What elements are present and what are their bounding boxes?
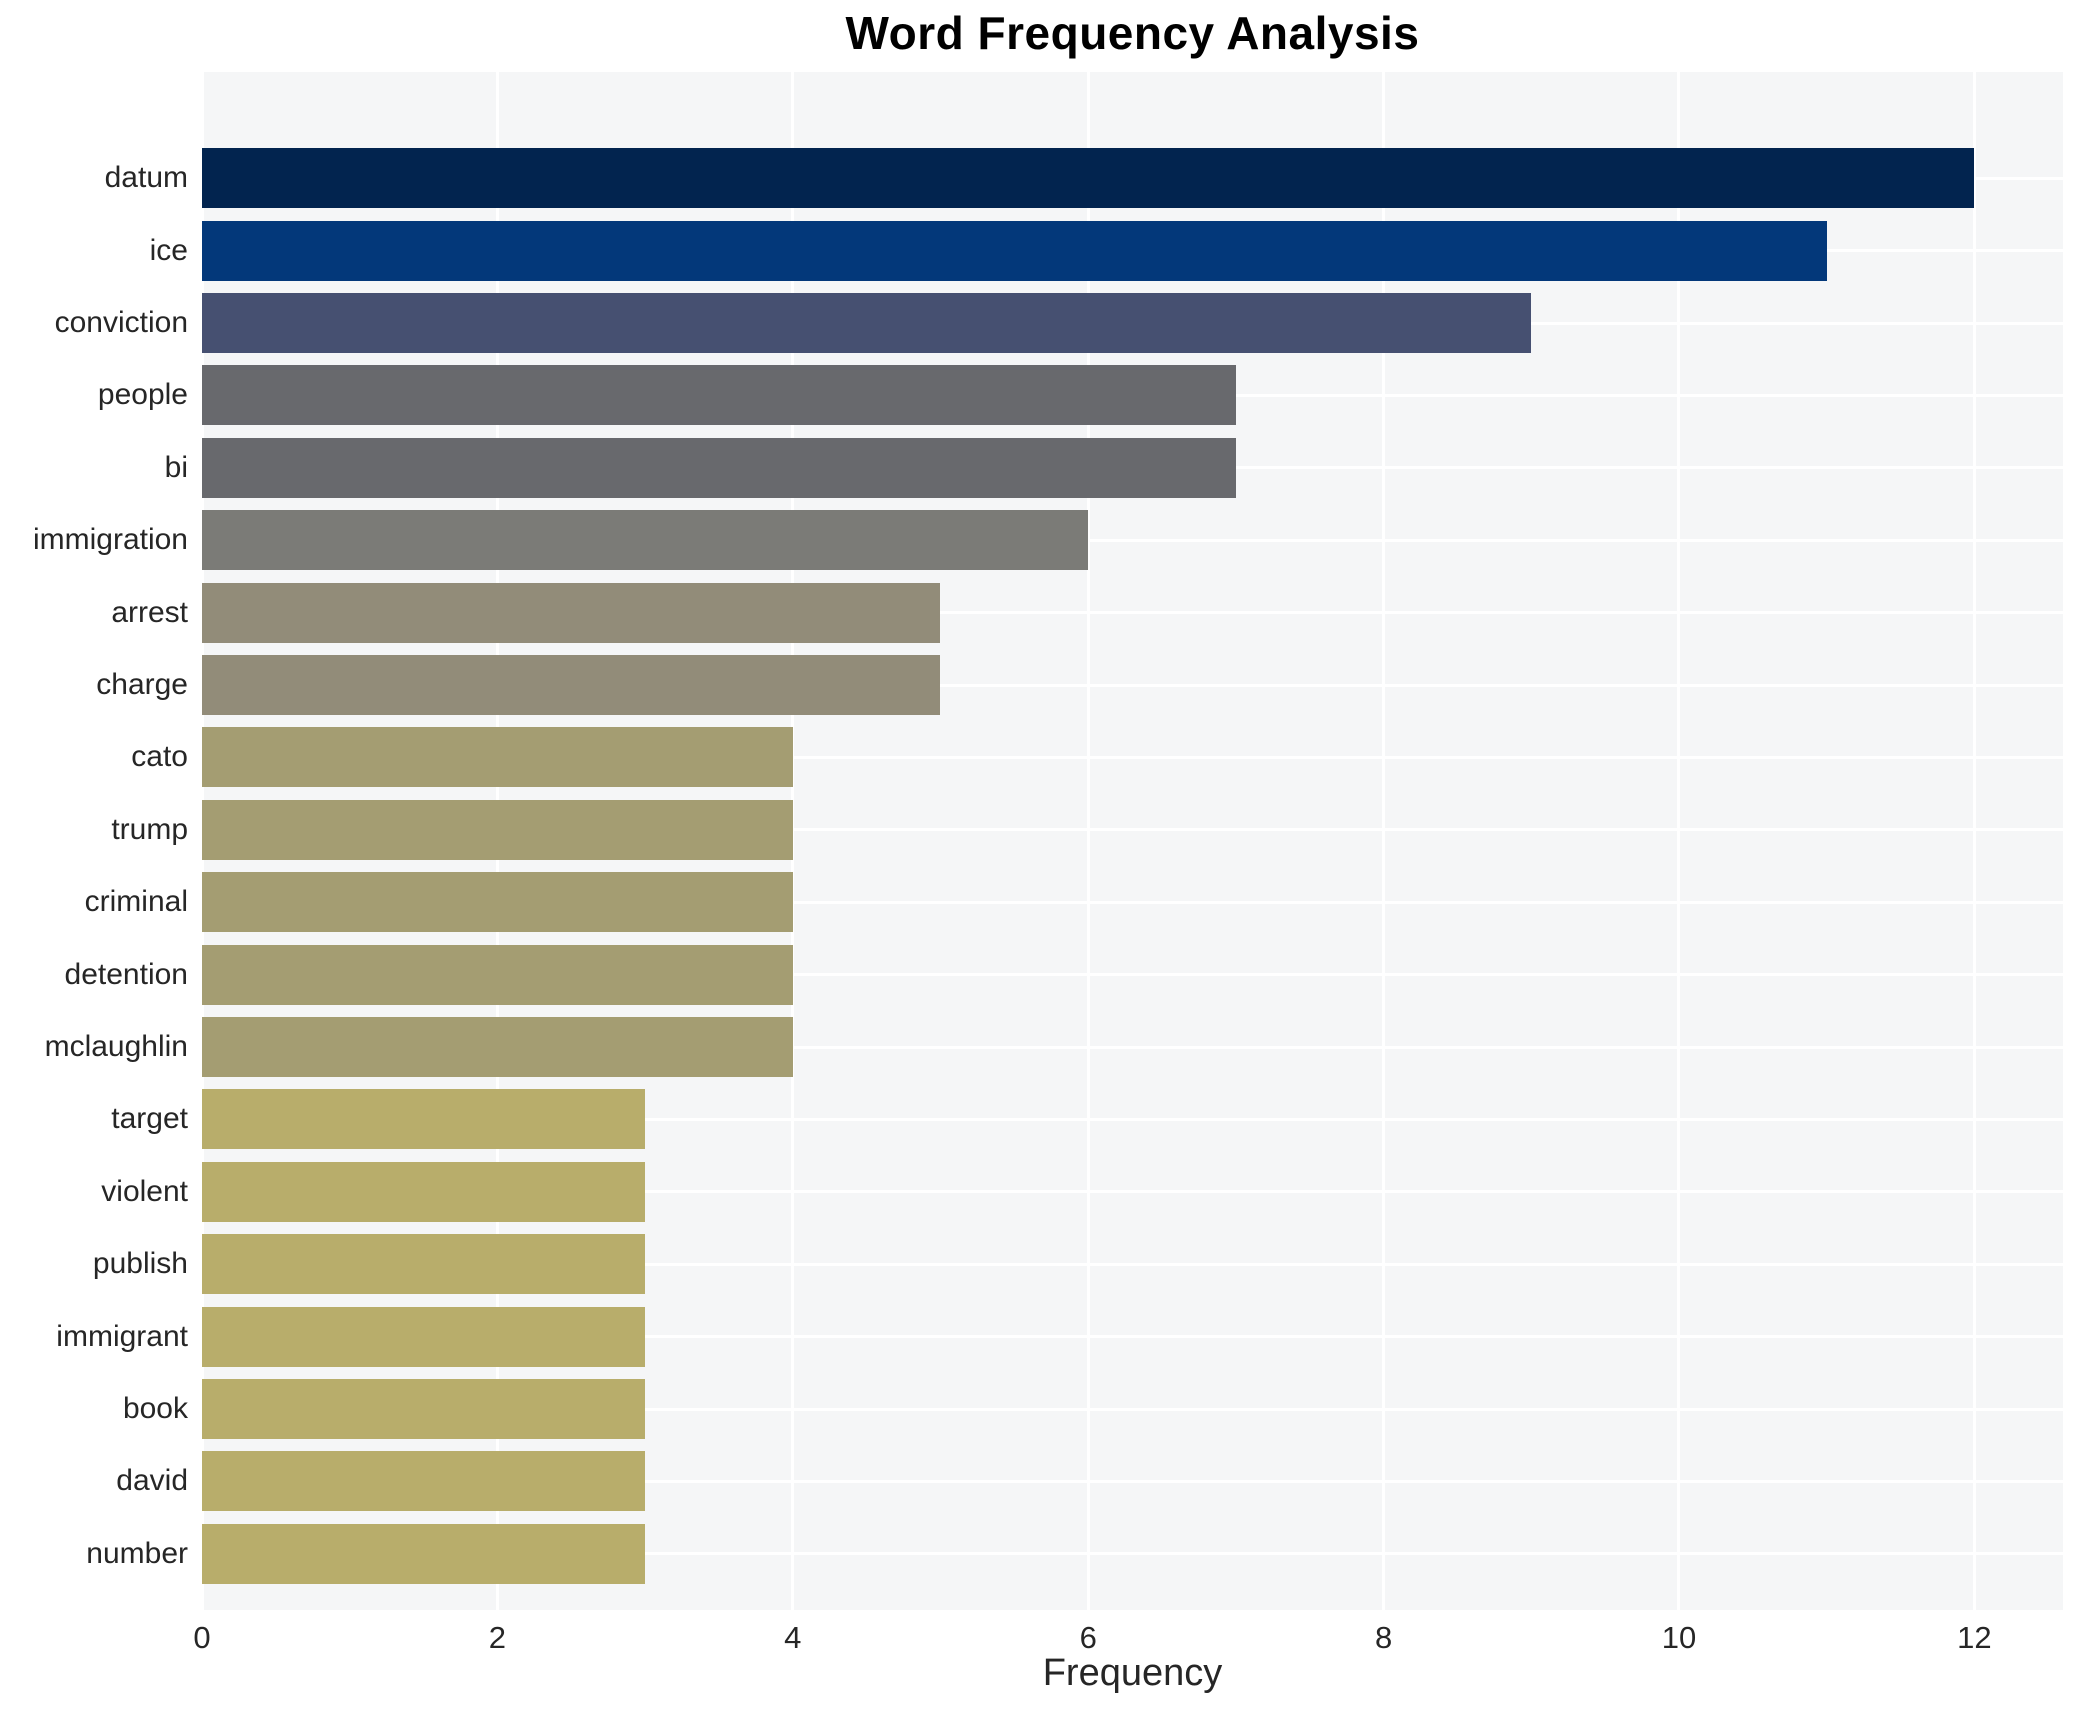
y-gridline (202, 1190, 2063, 1194)
y-tick-label-datum: datum (104, 161, 188, 195)
x-axis-ticks: 0 2 4 6 8 10 12 (193, 1620, 2063, 1662)
y-tick-label-cato: cato (131, 740, 188, 774)
bar-criminal (202, 872, 793, 933)
x-tick-label-4: 4 (784, 1620, 802, 1655)
y-tick-label-mclaughlin: mclaughlin (44, 1030, 188, 1063)
y-tick-label-conviction: conviction (54, 306, 188, 339)
x-gridline (1086, 72, 1090, 1610)
bar-book (202, 1379, 646, 1439)
y-tick-label-violent: violent (101, 1174, 188, 1208)
x-gridline (1677, 72, 1681, 1610)
y-gridline (202, 1479, 2063, 1483)
x-tick-label-8: 8 (1374, 1620, 1393, 1655)
y-gridline (202, 1552, 2063, 1556)
y-gridline (202, 1407, 2063, 1411)
x-tick-label-2: 2 (488, 1620, 507, 1655)
y-gridline (202, 1262, 2063, 1266)
y-tick-label-criminal: criminal (84, 885, 188, 919)
y-tick-label-arrest: arrest (111, 595, 188, 629)
y-gridline (202, 683, 2063, 687)
y-gridline (202, 1117, 2063, 1121)
bar-ice (202, 220, 1827, 281)
y-gridline (202, 538, 2063, 542)
y-tick-label-number: number (86, 1536, 188, 1570)
x-tick-label-6: 6 (1079, 1620, 1097, 1655)
x-axis-title: Frequency (1042, 1652, 1223, 1694)
y-gridline (202, 828, 2063, 832)
x-gridline (1382, 72, 1386, 1610)
bar-immigration (202, 510, 1089, 571)
bar-david (202, 1451, 646, 1512)
x-gridline (791, 72, 795, 1610)
bar-bi (202, 437, 1236, 498)
y-tick-label-people: people (97, 378, 188, 412)
bar-number (202, 1523, 646, 1584)
bar-detention (202, 944, 793, 1005)
x-tick-label-0: 0 (193, 1620, 211, 1655)
bar-cato (202, 727, 793, 788)
y-gridline (202, 1045, 2063, 1049)
y-gridline (202, 900, 2063, 904)
y-tick-label-immigrant: immigrant (56, 1319, 188, 1353)
x-tick-label-10: 10 (1661, 1620, 1697, 1655)
y-tick-label-bi: bi (164, 450, 188, 484)
y-gridline (202, 973, 2063, 977)
bar-mclaughlin (202, 1017, 793, 1077)
y-tick-label-charge: charge (96, 668, 188, 701)
bar-trump (202, 799, 793, 860)
x-tick-label-12: 12 (1957, 1620, 1992, 1655)
y-tick-label-target: target (111, 1102, 188, 1136)
y-axis-labels: datum ice conviction people bi immigration arr… (0, 72, 188, 1610)
y-tick-label-ice: ice (149, 233, 188, 267)
y-tick-label-david: david (116, 1464, 188, 1498)
bar-publish (202, 1234, 646, 1295)
y-gridline (202, 755, 2063, 759)
y-tick-label-detention: detention (64, 957, 188, 991)
bar-people (202, 365, 1236, 426)
bar-datum (202, 148, 1975, 209)
bar-conviction (202, 293, 1532, 353)
y-tick-label-publish: publish (92, 1247, 188, 1281)
y-gridline (202, 611, 2063, 615)
plot-area (200, 72, 2063, 1610)
x-gridline (1972, 72, 1976, 1610)
bar-immigrant (202, 1306, 646, 1367)
y-gridline (202, 1335, 2063, 1339)
y-tick-label-book: book (122, 1392, 188, 1425)
y-tick-label-immigration: immigration (32, 523, 188, 557)
bar-target (202, 1089, 646, 1150)
bar-violent (202, 1161, 646, 1222)
bar-arrest (202, 582, 941, 643)
chart-title: Word Frequency Analysis (845, 7, 1420, 59)
y-tick-label-trump: trump (111, 812, 188, 846)
bar-charge (202, 655, 941, 715)
